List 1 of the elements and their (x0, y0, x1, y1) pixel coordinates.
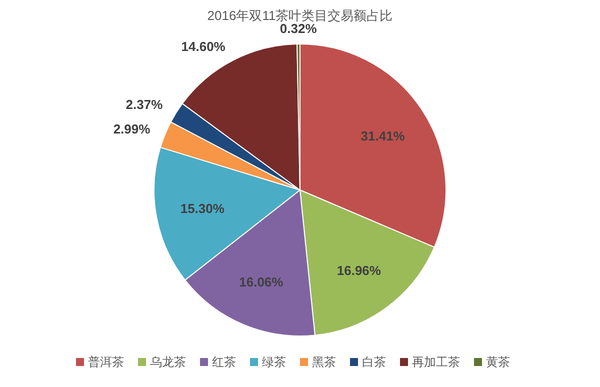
title: 2016年双11茶叶类目交易额占比 (207, 8, 393, 23)
